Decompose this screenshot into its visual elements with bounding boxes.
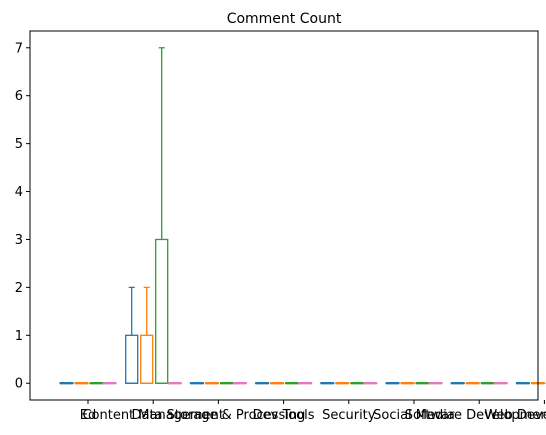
y-tick-label: 2 <box>15 281 23 296</box>
x-tick-label: Dev Tools <box>253 408 315 423</box>
y-tick-label: 3 <box>15 233 23 248</box>
x-tick-label: Security <box>322 408 376 423</box>
x-tick-label: Web Development <box>484 408 546 423</box>
y-tick-label: 1 <box>15 329 23 344</box>
box <box>155 238 169 384</box>
y-tick-label: 0 <box>15 377 23 392</box>
y-tick-label: 4 <box>15 185 23 200</box>
axes-frame <box>29 30 539 401</box>
x-tick-label: Social Media <box>373 408 455 423</box>
x-tick-label: Ed <box>80 408 96 423</box>
y-tick-label: 5 <box>15 137 23 152</box>
x-tick-label: Data Storage & Processing <box>131 408 305 423</box>
box <box>140 334 154 384</box>
y-tick-label: 6 <box>15 89 23 104</box>
chart-title: Comment Count <box>227 11 342 27</box>
box <box>125 334 139 384</box>
y-tick-label: 7 <box>15 41 23 56</box>
x-tick-label: Content Management <box>82 408 223 423</box>
x-tick-label: Software Development <box>405 408 546 423</box>
